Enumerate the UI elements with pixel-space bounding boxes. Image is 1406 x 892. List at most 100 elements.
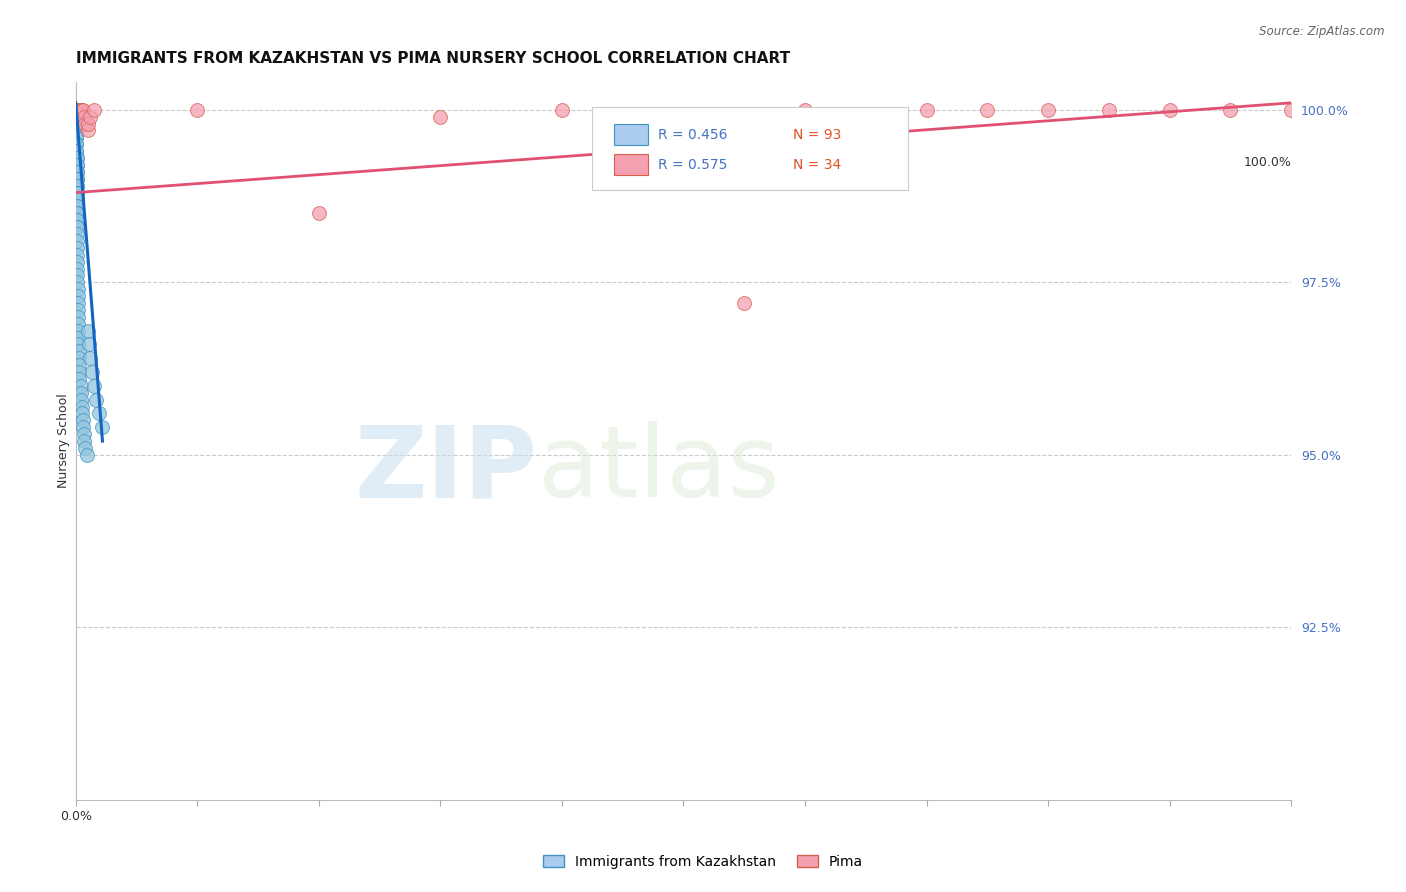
- Point: [65, 117, 87, 131]
- Point: [65, 103, 87, 117]
- Point: [67, 282, 90, 296]
- Point: [66, 241, 89, 255]
- Point: [66, 178, 89, 193]
- Point: [65, 103, 87, 117]
- Text: R = 0.575: R = 0.575: [658, 158, 727, 171]
- Text: Source: ZipAtlas.com: Source: ZipAtlas.com: [1260, 25, 1385, 38]
- Point: [67, 330, 90, 344]
- Point: [66, 213, 89, 227]
- Point: [66, 276, 89, 290]
- Point: [77, 337, 100, 351]
- Point: [429, 110, 451, 124]
- Point: [65, 130, 87, 145]
- Point: [733, 296, 755, 310]
- Point: [65, 103, 87, 117]
- Point: [87, 407, 110, 421]
- Point: [66, 199, 89, 213]
- Point: [65, 103, 87, 117]
- Point: [72, 103, 94, 117]
- Point: [66, 158, 89, 172]
- Point: [66, 151, 89, 165]
- Point: [91, 420, 114, 434]
- Point: [551, 103, 574, 117]
- Point: [69, 379, 91, 393]
- Point: [65, 137, 87, 152]
- Point: [66, 186, 89, 200]
- Point: [69, 385, 91, 400]
- Point: [69, 103, 91, 117]
- Point: [65, 144, 87, 158]
- Point: [72, 420, 94, 434]
- Point: [66, 206, 89, 220]
- Point: [66, 186, 89, 200]
- Point: [69, 103, 91, 117]
- Point: [186, 103, 208, 117]
- Point: [67, 103, 90, 117]
- Point: [65, 123, 87, 137]
- Point: [67, 365, 90, 379]
- Point: [67, 302, 90, 317]
- Point: [73, 110, 96, 124]
- Point: [65, 103, 87, 117]
- Point: [65, 110, 87, 124]
- Point: [1159, 103, 1181, 117]
- Point: [65, 137, 87, 152]
- Text: atlas: atlas: [537, 421, 779, 518]
- Point: [83, 103, 105, 117]
- Point: [65, 117, 87, 131]
- Point: [65, 103, 87, 117]
- Point: [66, 103, 89, 117]
- FancyBboxPatch shape: [592, 107, 908, 190]
- Point: [67, 317, 90, 331]
- Text: IMMIGRANTS FROM KAZAKHSTAN VS PIMA NURSERY SCHOOL CORRELATION CHART: IMMIGRANTS FROM KAZAKHSTAN VS PIMA NURSE…: [76, 51, 790, 66]
- Point: [66, 248, 89, 262]
- Point: [65, 123, 87, 137]
- Point: [67, 289, 90, 303]
- FancyBboxPatch shape: [614, 154, 648, 176]
- Point: [65, 103, 87, 117]
- FancyBboxPatch shape: [614, 124, 648, 145]
- Point: [65, 130, 87, 145]
- Point: [76, 448, 98, 462]
- Point: [66, 268, 89, 283]
- Point: [66, 261, 89, 276]
- Point: [67, 103, 90, 117]
- Point: [67, 351, 90, 366]
- Text: ZIP: ZIP: [354, 421, 537, 518]
- Point: [1279, 103, 1302, 117]
- Point: [915, 103, 938, 117]
- Point: [794, 103, 817, 117]
- Point: [66, 151, 89, 165]
- Point: [308, 206, 330, 220]
- Point: [1219, 103, 1241, 117]
- Point: [75, 117, 97, 131]
- Point: [66, 193, 89, 207]
- Point: [73, 434, 96, 448]
- Point: [72, 413, 94, 427]
- Point: [67, 324, 90, 338]
- Point: [66, 171, 89, 186]
- Point: [77, 117, 100, 131]
- Point: [65, 110, 87, 124]
- Point: [65, 117, 87, 131]
- Point: [65, 103, 87, 117]
- Point: [65, 103, 87, 117]
- Point: [73, 427, 96, 442]
- Point: [65, 123, 87, 137]
- Point: [70, 400, 93, 414]
- Point: [1098, 103, 1121, 117]
- Point: [65, 110, 87, 124]
- Legend: Immigrants from Kazakhstan, Pima: Immigrants from Kazakhstan, Pima: [537, 849, 869, 874]
- Point: [65, 103, 87, 117]
- Point: [66, 103, 89, 117]
- Point: [67, 296, 90, 310]
- Point: [66, 178, 89, 193]
- Point: [79, 110, 101, 124]
- Point: [1036, 103, 1059, 117]
- Point: [855, 137, 877, 152]
- Text: 100.0%: 100.0%: [1243, 156, 1291, 169]
- Y-axis label: Nursery School: Nursery School: [58, 393, 70, 489]
- Point: [66, 165, 89, 179]
- Point: [77, 123, 100, 137]
- Point: [69, 392, 91, 407]
